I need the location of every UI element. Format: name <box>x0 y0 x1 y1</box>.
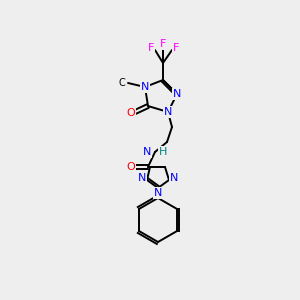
Text: O: O <box>127 108 135 118</box>
Text: N: N <box>154 188 162 198</box>
Text: N: N <box>164 107 172 117</box>
Text: N: N <box>170 173 178 183</box>
Text: C: C <box>118 78 125 88</box>
Text: N: N <box>141 82 149 92</box>
Text: N: N <box>142 147 151 157</box>
Text: F: F <box>160 39 166 49</box>
Text: N: N <box>173 89 181 99</box>
Text: F: F <box>148 43 154 53</box>
Text: O: O <box>127 162 135 172</box>
Text: H: H <box>159 147 167 157</box>
Text: F: F <box>173 43 179 53</box>
Text: N: N <box>138 173 146 183</box>
